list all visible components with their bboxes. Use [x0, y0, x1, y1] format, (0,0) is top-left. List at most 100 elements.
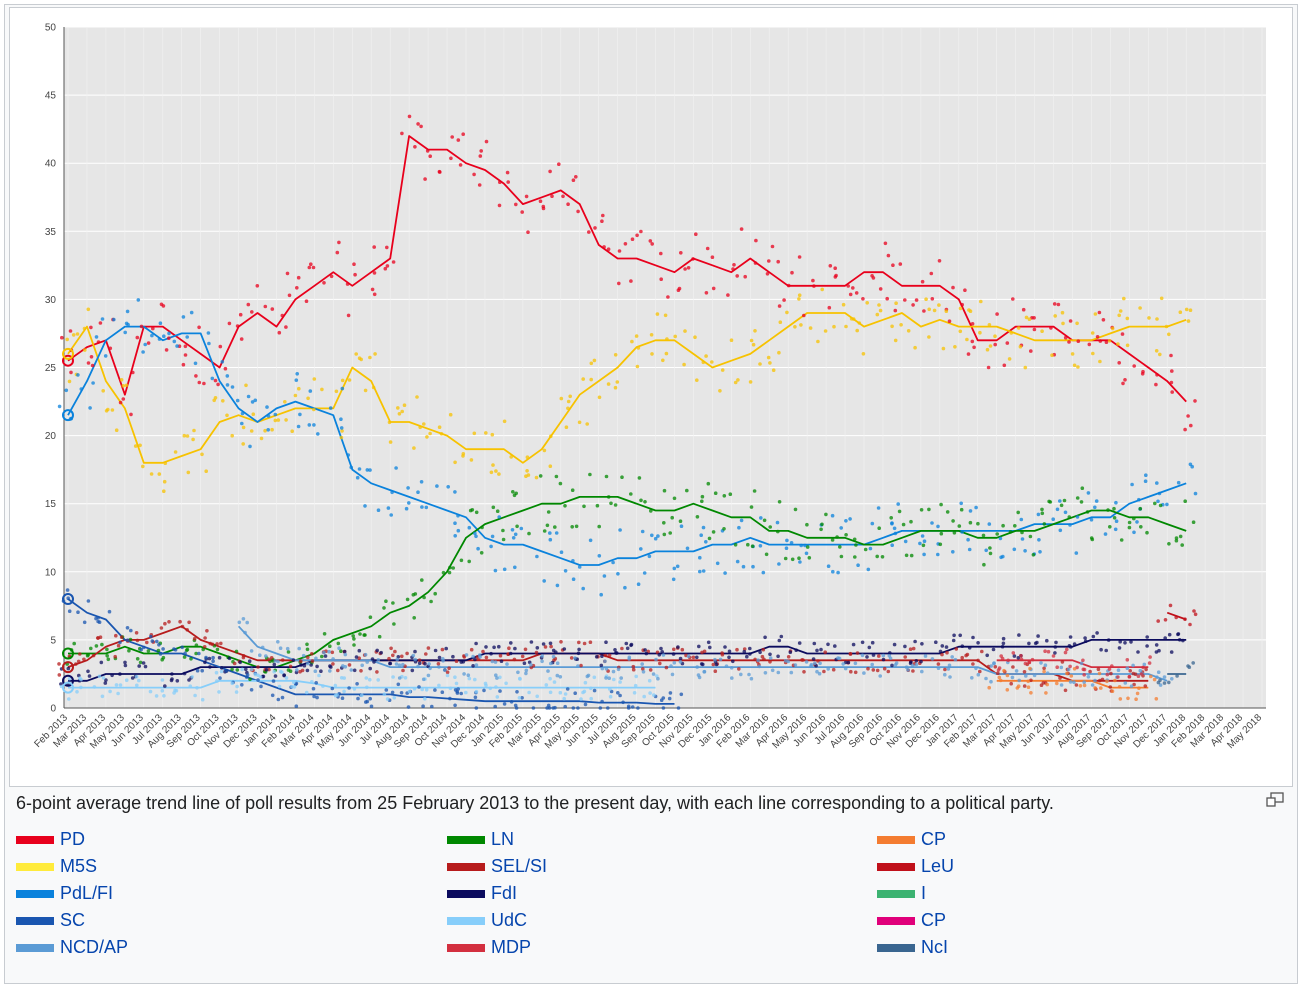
- poll-point: [96, 340, 101, 344]
- poll-point: [1149, 674, 1153, 679]
- legend-label[interactable]: LeU: [921, 856, 955, 876]
- poll-point: [507, 646, 511, 650]
- poll-point: [1019, 657, 1024, 662]
- poll-point: [558, 675, 563, 679]
- legend-label[interactable]: CP: [921, 910, 947, 930]
- poll-point: [103, 681, 108, 685]
- poll-point: [525, 469, 529, 473]
- poll-point: [835, 535, 839, 539]
- legend-label[interactable]: UdC: [491, 910, 528, 930]
- poll-point: [406, 486, 410, 490]
- poll-point: [1038, 550, 1042, 554]
- poll-point: [1005, 688, 1010, 692]
- poll-point: [672, 661, 677, 665]
- poll-point: [87, 674, 92, 678]
- legend-label[interactable]: MDP: [491, 937, 531, 957]
- poll-point: [523, 647, 528, 652]
- poll-point: [1013, 524, 1017, 528]
- poll-point: [865, 301, 869, 305]
- poll-point: [1114, 519, 1119, 523]
- legend-label[interactable]: NCD/AP: [60, 937, 129, 957]
- poll-point: [265, 405, 269, 409]
- legend-label[interactable]: SEL/SI: [491, 856, 548, 876]
- poll-point: [762, 518, 767, 523]
- poll-point: [1186, 414, 1190, 418]
- poll-point: [372, 660, 376, 664]
- poll-point: [861, 297, 865, 301]
- poll-point: [1100, 677, 1105, 682]
- legend-label[interactable]: M5S: [60, 856, 98, 876]
- poll-point: [264, 668, 269, 672]
- poll-point: [1155, 481, 1159, 485]
- poll-point: [75, 332, 80, 336]
- poll-point: [763, 635, 767, 640]
- poll-point: [1123, 681, 1128, 685]
- legend-label[interactable]: LN: [491, 829, 515, 849]
- poll-point: [1066, 667, 1071, 672]
- poll-point: [998, 678, 1003, 683]
- poll-point: [141, 350, 145, 354]
- poll-point: [527, 690, 531, 695]
- poll-point: [197, 325, 201, 330]
- poll-point: [1176, 632, 1180, 637]
- poll-point: [437, 683, 441, 688]
- poll-point: [495, 676, 499, 680]
- poll-point: [577, 565, 582, 569]
- poll-point: [331, 662, 335, 666]
- series-line: [67, 625, 1149, 682]
- poll-point: [545, 706, 549, 710]
- poll-point: [733, 380, 738, 385]
- poll-point: [897, 509, 902, 514]
- poll-point: [1072, 642, 1077, 646]
- poll-point: [648, 239, 653, 243]
- legend-label[interactable]: FdI: [491, 883, 518, 903]
- poll-point: [1178, 310, 1183, 315]
- poll-point: [723, 571, 727, 575]
- poll-point: [758, 544, 763, 548]
- poll-point: [1016, 684, 1021, 688]
- poll-point: [890, 521, 894, 525]
- poll-point: [1167, 632, 1172, 637]
- poll-point: [705, 246, 710, 251]
- poll-point: [358, 632, 362, 636]
- poll-point: [1175, 674, 1179, 678]
- poll-point: [276, 418, 281, 422]
- poll-point: [587, 230, 591, 234]
- poll-point: [520, 210, 524, 214]
- poll-point: [976, 672, 981, 677]
- poll-point: [664, 351, 669, 356]
- poll-point: [474, 663, 479, 667]
- enlarge-icon[interactable]: [1266, 792, 1284, 808]
- legend-label[interactable]: NcI: [921, 937, 948, 957]
- poll-point: [205, 629, 209, 633]
- poll-point: [1155, 317, 1159, 321]
- legend-label[interactable]: PdL/FI: [60, 883, 114, 903]
- poll-point: [1042, 669, 1046, 674]
- poll-point: [411, 593, 416, 597]
- poll-point: [920, 642, 924, 646]
- poll-point: [1056, 302, 1061, 307]
- legend-label[interactable]: PD: [60, 829, 86, 849]
- poll-point: [235, 398, 240, 403]
- poll-point: [564, 425, 569, 430]
- poll-point: [277, 684, 282, 689]
- poll-point: [135, 335, 140, 340]
- poll-point: [893, 338, 898, 343]
- poll-point: [704, 291, 709, 295]
- legend-label[interactable]: I: [921, 883, 927, 903]
- poll-point: [192, 428, 196, 433]
- poll-point: [953, 657, 958, 662]
- poll-point: [1080, 486, 1085, 491]
- legend-label[interactable]: SC: [60, 910, 86, 930]
- poll-point: [220, 360, 225, 364]
- poll-point: [783, 556, 788, 561]
- poll-point: [240, 421, 244, 426]
- poll-point: [136, 298, 141, 302]
- poll-point: [986, 365, 991, 370]
- poll-point: [405, 651, 409, 656]
- legend-label[interactable]: CP: [921, 829, 947, 849]
- poll-point: [611, 669, 616, 674]
- poll-point: [903, 644, 907, 649]
- poll-point: [988, 551, 993, 556]
- poll-point: [114, 633, 118, 638]
